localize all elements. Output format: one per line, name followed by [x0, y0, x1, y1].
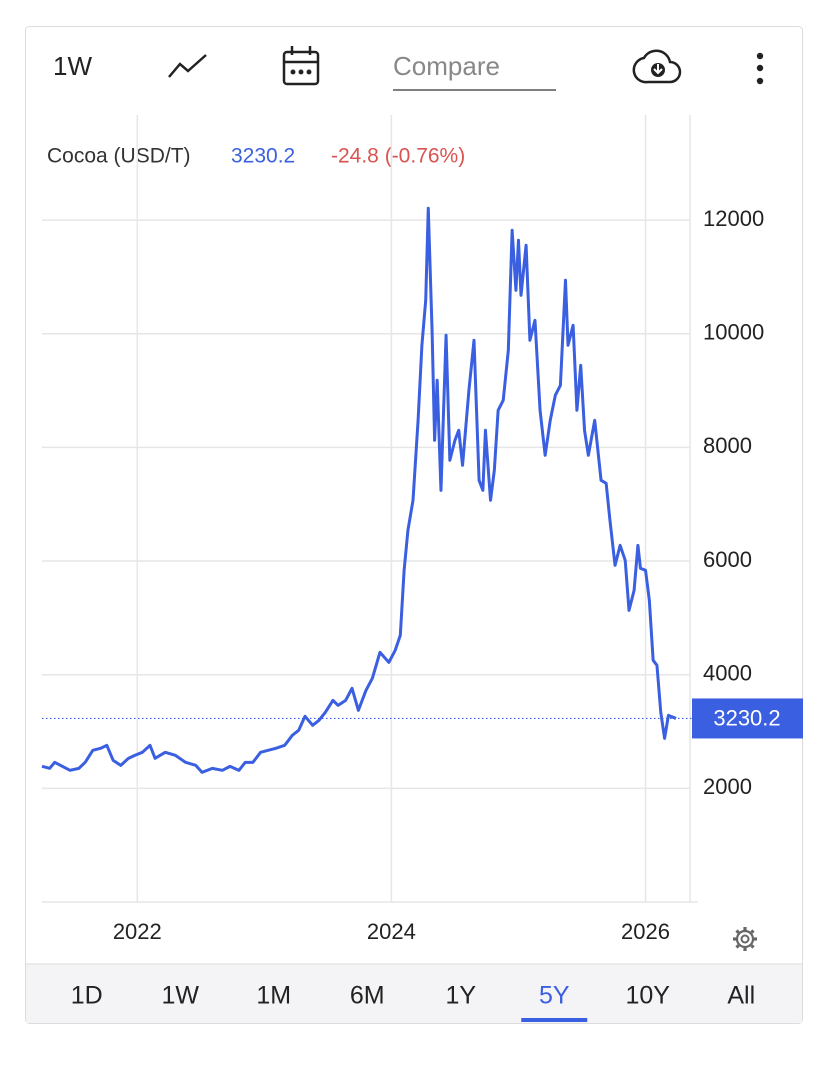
y-tick-label: 12000 — [703, 206, 764, 231]
price-line — [41, 206, 677, 774]
range-button[interactable]: 1M — [256, 982, 291, 1010]
range-button[interactable]: 1D — [71, 982, 103, 1010]
compare-input[interactable]: Compare — [393, 51, 500, 81]
legend-change: -24.8 (-0.76%) — [331, 145, 465, 168]
calendar-icon[interactable] — [282, 46, 320, 86]
legend-price: 3230.2 — [231, 145, 295, 168]
interval-button[interactable]: 1W — [53, 51, 92, 81]
range-button[interactable]: All — [727, 982, 755, 1010]
range-button[interactable]: 1W — [162, 982, 200, 1010]
range-button[interactable]: 6M — [350, 982, 385, 1010]
chart-type-icon[interactable] — [168, 54, 207, 78]
card — [25, 26, 803, 1024]
settings-icon[interactable] — [733, 927, 757, 951]
last-value-label: 3230.2 — [713, 705, 780, 730]
legend-name: Cocoa (USD/T) — [47, 145, 191, 168]
y-tick-label: 10000 — [703, 320, 764, 345]
range-button[interactable]: 1Y — [445, 982, 476, 1010]
range-button[interactable]: 5Y — [539, 982, 570, 1010]
x-tick-label: 2022 — [113, 919, 162, 944]
more-menu[interactable] — [756, 52, 764, 85]
last-value-box — [692, 698, 803, 739]
y-tick-label: 6000 — [703, 547, 752, 572]
download-icon[interactable] — [632, 49, 682, 84]
range-buttons: 1D 1W 1M 6M 1Y 5Y 10Y All — [71, 982, 755, 1022]
y-tick-label: 8000 — [703, 433, 752, 458]
range-active-indicator — [521, 1018, 588, 1022]
plot: 2000 4000 6000 8000 10000 12000 2022 2024 2026 32… — [41, 115, 803, 944]
y-tick-label: 4000 — [703, 661, 752, 686]
x-tick-label: 2024 — [367, 919, 416, 944]
y-tick-label: 2000 — [703, 774, 752, 799]
x-tick-label: 2026 — [621, 919, 670, 944]
range-bar — [26, 964, 802, 1023]
range-button[interactable]: 10Y — [626, 982, 671, 1010]
